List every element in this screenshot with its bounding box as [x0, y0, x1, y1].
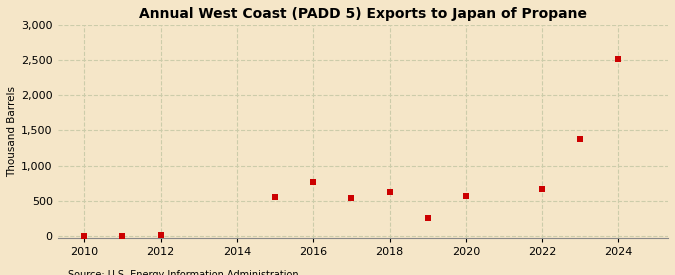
Y-axis label: Thousand Barrels: Thousand Barrels	[7, 86, 17, 177]
Point	[575, 137, 586, 141]
Point	[155, 233, 166, 238]
Text: Source: U.S. Energy Information Administration: Source: U.S. Energy Information Administ…	[68, 271, 298, 275]
Point	[537, 187, 547, 191]
Point	[270, 194, 281, 199]
Point	[423, 216, 433, 221]
Point	[117, 233, 128, 238]
Point	[613, 57, 624, 62]
Title: Annual West Coast (PADD 5) Exports to Japan of Propane: Annual West Coast (PADD 5) Exports to Ja…	[139, 7, 587, 21]
Point	[460, 194, 471, 198]
Point	[79, 234, 90, 238]
Point	[384, 189, 395, 194]
Point	[308, 180, 319, 185]
Point	[346, 196, 357, 200]
